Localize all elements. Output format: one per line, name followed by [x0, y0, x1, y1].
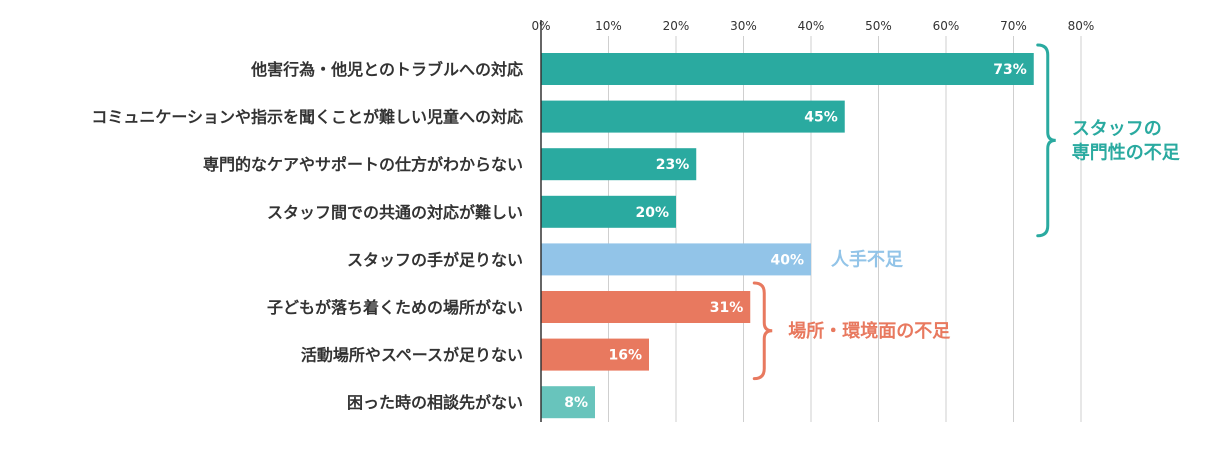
bars: 73% 45% 23% 20% 40% 31% 16% 8%: [541, 53, 1034, 419]
data-label: 45%: [804, 110, 838, 126]
category-label: 子どもが落ち着くための場所がない: [267, 298, 523, 317]
group-label: 専門性の不足: [1072, 141, 1180, 163]
bar: [541, 338, 649, 371]
group-bracket: [752, 281, 773, 381]
x-tick-label: 70%: [1000, 19, 1027, 33]
bar: [541, 243, 811, 276]
category-label: スタッフ間での共通の対応が難しい: [267, 203, 523, 222]
x-tick-label: 50%: [865, 19, 892, 33]
group-label: 人手不足: [831, 248, 903, 270]
category-labels: 他害行為・他児とのトラブルへの対応コミュニケーションや指示を聞くことが難しい児童…: [91, 60, 523, 412]
category-label: 専門的なケアやサポートの仕方がわからない: [203, 155, 523, 174]
category-label: 活動場所やスペースが足りない: [301, 346, 523, 365]
bar: [541, 195, 676, 228]
x-axis-ticks: 0% 10% 20% 30% 40% 50% 60% 70% 80%: [531, 19, 1094, 33]
group-label: 場所・環境面の不足: [788, 320, 950, 342]
group-label: スタッフの: [1072, 118, 1162, 139]
data-label: 16%: [608, 348, 642, 364]
bar: [541, 148, 697, 181]
bar: [541, 53, 1034, 85]
data-label: 20%: [635, 205, 669, 221]
x-tick-label: 60%: [933, 19, 960, 33]
category-label: 困った時の相談先がない: [347, 393, 523, 412]
bar: [541, 291, 751, 323]
x-tick-label: 20%: [663, 19, 690, 33]
group-bracket: [1036, 43, 1056, 238]
data-label: 73%: [993, 62, 1027, 78]
data-label: 31%: [710, 300, 744, 316]
x-tick-label: 30%: [730, 19, 757, 33]
bar: [541, 100, 845, 133]
bar: [541, 386, 595, 419]
data-label: 40%: [770, 252, 804, 268]
category-label: 他害行為・他児とのトラブルへの対応: [250, 60, 523, 79]
x-tick-label: 10%: [595, 19, 622, 33]
data-label: 23%: [656, 157, 690, 173]
x-tick-label: 40%: [798, 19, 825, 33]
category-label: コミュニケーションや指示を聞くことが難しい児童への対応: [91, 108, 523, 127]
grid-lines: [608, 36, 1082, 422]
x-tick-label: 80%: [1068, 19, 1095, 33]
category-label: スタッフの手が足りない: [347, 250, 523, 269]
data-label: 8%: [564, 395, 588, 411]
